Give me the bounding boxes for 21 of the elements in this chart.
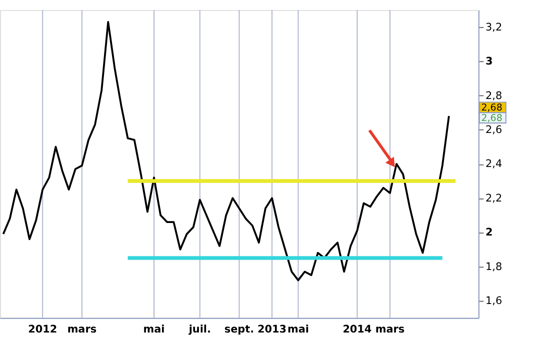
text: 2,68 [481, 102, 502, 114]
y-tick-label: 3 [486, 56, 493, 68]
y-tick-label: 2,8 [486, 90, 502, 102]
x-tick-label: sept. [224, 324, 254, 336]
y-tick-label: 2,4 [486, 158, 502, 170]
y-tick-label: 1,6 [486, 295, 502, 308]
x-tick-label: 2012 [28, 324, 58, 336]
y-tick-label: 3,2 [486, 21, 502, 34]
x-tick-label: juil. [188, 324, 211, 336]
x-tick-label: mai [143, 324, 165, 336]
y-tick-label: 1,8 [486, 260, 502, 273]
x-tick-label: 2014 [342, 324, 372, 336]
x-tick-label: mars [375, 324, 405, 336]
line-series [2, 20, 450, 282]
y-tick-label: 2,2 [486, 192, 502, 204]
y-tick-label: 2,6 [486, 124, 502, 136]
text: 2,68 [481, 113, 502, 124]
x-tick-label: mai [287, 324, 309, 336]
x-tick-label: mars [67, 324, 97, 336]
y-tick-label: 2 [486, 226, 493, 239]
x-tick-label: 2013 [257, 324, 286, 336]
